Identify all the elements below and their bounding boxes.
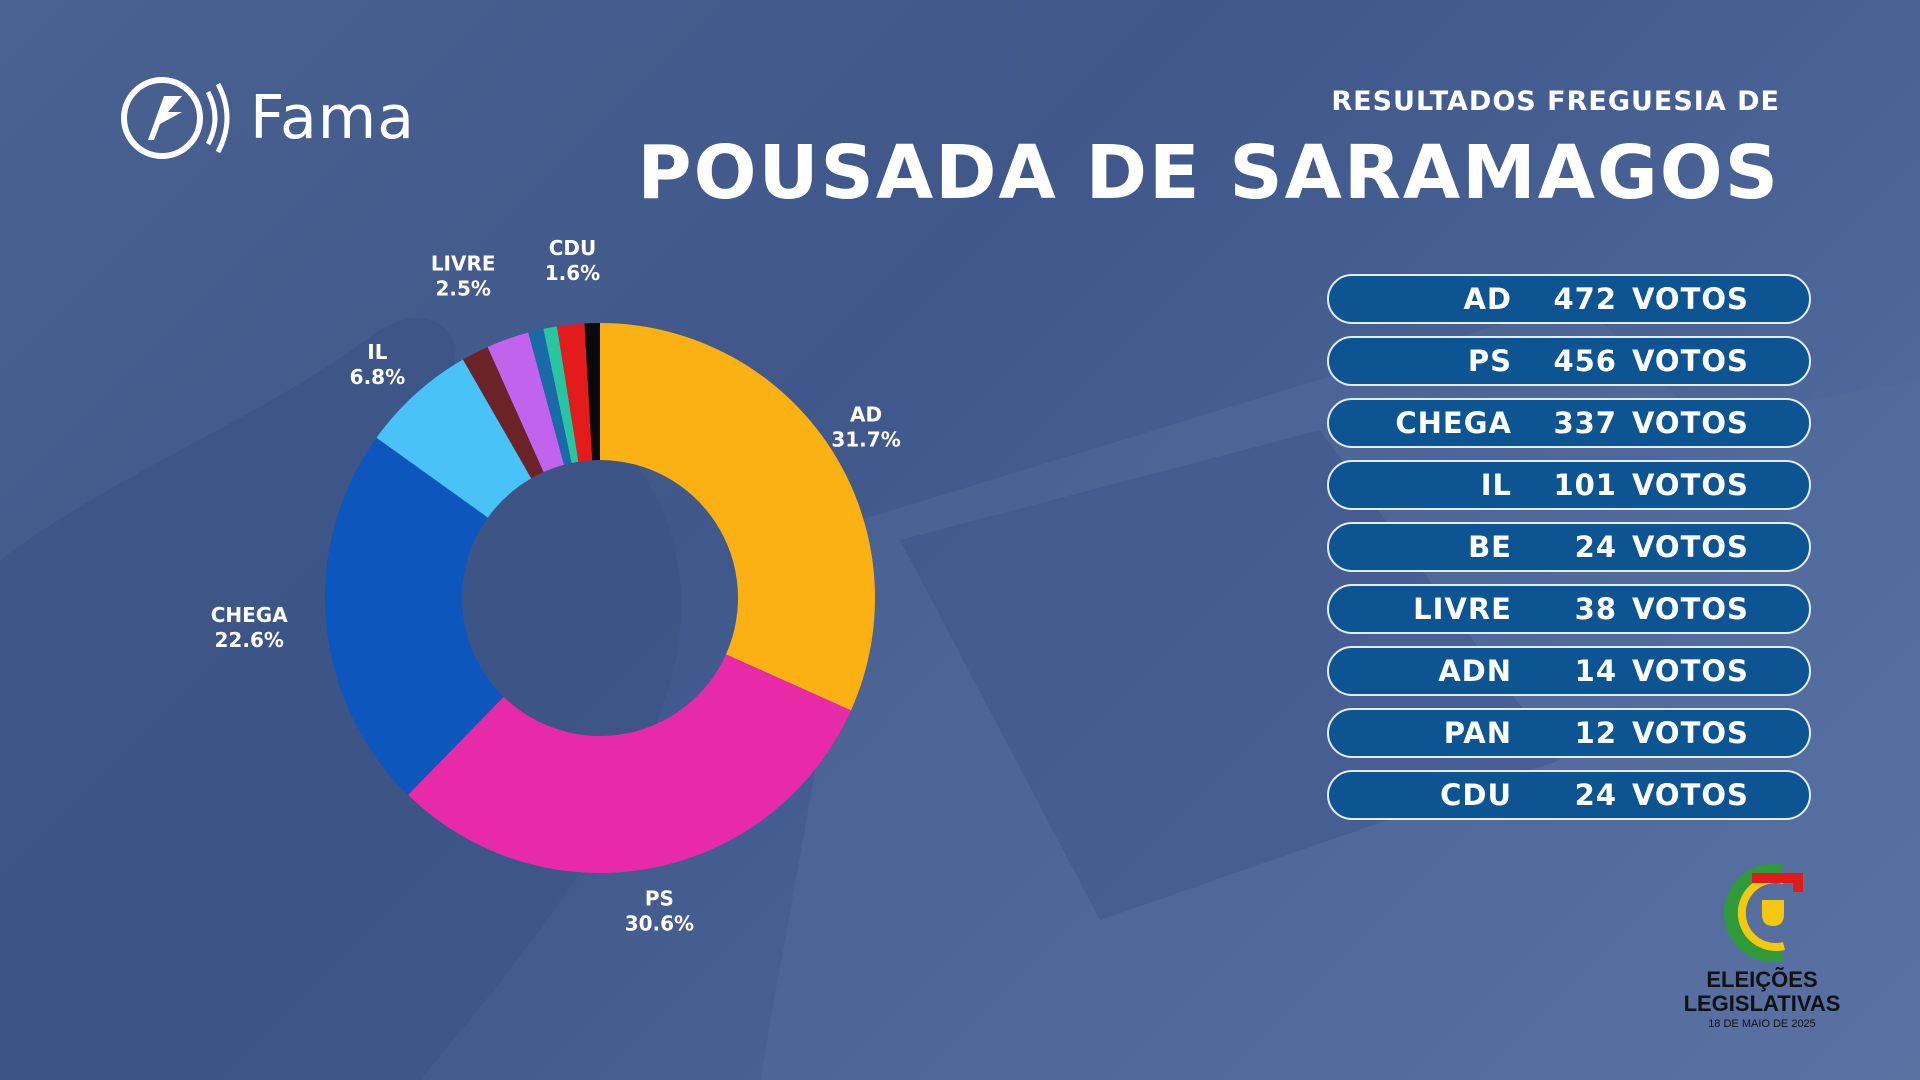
result-row: ADN 14 VOTOS xyxy=(1327,646,1811,696)
result-votes: 472 xyxy=(1553,282,1617,316)
result-votes: 101 xyxy=(1553,468,1617,502)
result-unit: VOTOS xyxy=(1632,344,1749,378)
result-party: PS xyxy=(1467,344,1512,378)
donut-slice-pan xyxy=(543,326,579,463)
slice-label-value: 31.7% xyxy=(831,428,900,452)
election-logo: ELEIÇÕES LEGISLATIVAS 18 DE MAIO DE 2025 xyxy=(1612,858,1912,1030)
result-unit: VOTOS xyxy=(1632,592,1749,626)
result-party: BE xyxy=(1468,530,1512,564)
election-date: 18 DE MAIO DE 2025 xyxy=(1708,1018,1816,1030)
result-unit: VOTOS xyxy=(1632,530,1749,564)
page-subtitle: RESULTADOS FREGUESIA DE xyxy=(1331,86,1780,117)
result-party: CDU xyxy=(1440,778,1512,812)
brand-name: Fama xyxy=(250,83,415,153)
donut-slice-chega xyxy=(325,437,504,795)
result-votes: 38 xyxy=(1574,592,1617,626)
result-party: PAN xyxy=(1443,716,1512,750)
election-title-line1: ELEIÇÕES xyxy=(1706,967,1818,992)
result-row: PAN 12 VOTOS xyxy=(1327,708,1811,758)
donut-slice-be xyxy=(462,347,544,479)
result-votes: 24 xyxy=(1574,778,1617,812)
result-party: ADN xyxy=(1438,654,1512,688)
result-row: CDU 24 VOTOS xyxy=(1327,770,1811,820)
donut-slice-other xyxy=(584,323,600,461)
result-row: AD 472 VOTOS xyxy=(1327,274,1811,324)
result-votes: 24 xyxy=(1574,530,1617,564)
result-unit: VOTOS xyxy=(1632,716,1749,750)
result-unit: VOTOS xyxy=(1632,778,1749,812)
result-unit: VOTOS xyxy=(1632,654,1749,688)
slice-label-name: AD xyxy=(850,403,882,427)
slice-label-name: PS xyxy=(645,886,674,910)
result-party: AD xyxy=(1463,282,1512,316)
result-party: CHEGA xyxy=(1395,406,1512,440)
donut-slice-il xyxy=(376,359,532,518)
slice-label-value: 6.8% xyxy=(350,365,405,389)
result-votes: 14 xyxy=(1574,654,1617,688)
slice-label-name: CDU xyxy=(549,236,597,260)
slice-label-name: CHEGA xyxy=(211,603,288,627)
result-unit: VOTOS xyxy=(1632,406,1749,440)
donut-slice-cdu xyxy=(556,323,593,462)
result-party: LIVRE xyxy=(1413,592,1512,626)
result-unit: VOTOS xyxy=(1632,282,1749,316)
slice-label-name: IL xyxy=(367,340,387,364)
result-row: PS 456 VOTOS xyxy=(1327,336,1811,386)
slice-label-value: 30.6% xyxy=(625,911,694,935)
result-row: CHEGA 337 VOTOS xyxy=(1327,398,1811,448)
result-row: IL 101 VOTOS xyxy=(1327,460,1811,510)
slice-label-value: 22.6% xyxy=(215,628,284,652)
donut-slice-ps xyxy=(408,654,851,874)
donut-slice-adn xyxy=(528,328,572,465)
slice-label-value: 1.6% xyxy=(545,261,600,285)
result-party: IL xyxy=(1480,468,1512,502)
page-title: POUSADA DE SARAMAGOS xyxy=(637,130,1780,216)
result-unit: VOTOS xyxy=(1632,468,1749,502)
election-title-line2: LEGISLATIVAS xyxy=(1683,991,1841,1016)
donut-slice-livre xyxy=(487,332,565,473)
result-votes: 12 xyxy=(1574,716,1617,750)
result-votes: 337 xyxy=(1553,406,1617,440)
fama-logo-icon xyxy=(121,77,230,159)
slice-label-value: 2.5% xyxy=(435,276,490,300)
slice-label-name: LIVRE xyxy=(431,251,496,275)
election-emblem-icon xyxy=(1723,864,1803,962)
donut-slice-ad xyxy=(600,323,875,711)
result-row: LIVRE 38 VOTOS xyxy=(1327,584,1811,634)
brand-logo: Fama xyxy=(120,74,415,162)
result-row: BE 24 VOTOS xyxy=(1327,522,1811,572)
results-list: AD 472 VOTOS PS 456 VOTOS CHEGA 337 VOTOS IL 101 VO… xyxy=(1327,274,1811,832)
result-votes: 456 xyxy=(1553,344,1617,378)
